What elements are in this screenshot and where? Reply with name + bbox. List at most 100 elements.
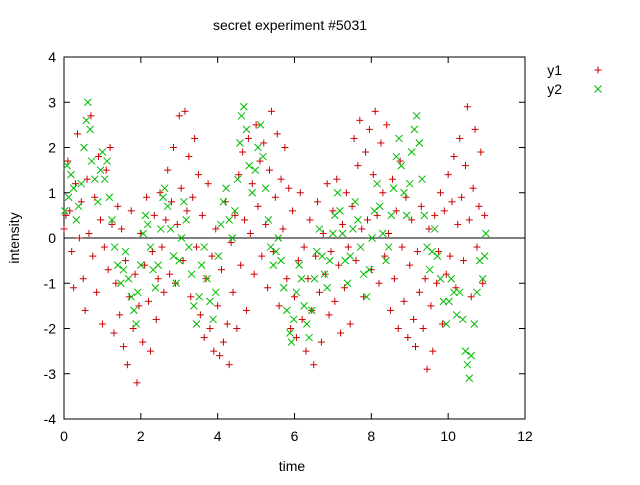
data-point-y1 xyxy=(106,144,114,151)
data-point-y1 xyxy=(354,162,362,170)
data-point-y1 xyxy=(241,216,249,224)
data-point-y1 xyxy=(123,361,131,369)
data-point-y2 xyxy=(211,288,220,297)
y-tick-label: 4 xyxy=(48,49,56,65)
data-point-y1 xyxy=(239,148,247,156)
data-point-y2 xyxy=(261,184,270,193)
data-point-y2 xyxy=(266,243,275,251)
data-point-y2 xyxy=(67,170,75,179)
data-point-y1 xyxy=(381,252,389,260)
data-point-y1 xyxy=(143,193,151,201)
data-point-y1 xyxy=(237,261,245,269)
data-point-y2 xyxy=(225,216,234,224)
data-point-y2 xyxy=(189,302,198,310)
data-point-y1 xyxy=(121,257,129,265)
data-point-y2 xyxy=(154,261,162,270)
data-point-y1 xyxy=(440,207,448,215)
data-point-y2 xyxy=(382,256,390,265)
data-point-y2 xyxy=(69,184,78,193)
data-point-y2 xyxy=(82,116,91,125)
data-point-y1 xyxy=(91,193,99,201)
data-point-y1 xyxy=(131,270,139,278)
data-point-y2 xyxy=(100,175,109,184)
data-point-y1 xyxy=(98,320,106,328)
data-point-y1 xyxy=(133,379,141,387)
data-point-y1 xyxy=(110,329,118,337)
data-point-y1 xyxy=(350,134,358,142)
data-point-y1 xyxy=(298,315,306,323)
data-point-y2 xyxy=(228,234,237,242)
data-point-y2 xyxy=(269,261,278,270)
data-point-y1 xyxy=(233,325,241,332)
data-point-y2 xyxy=(302,320,311,328)
data-point-y1 xyxy=(314,198,322,206)
data-point-y2 xyxy=(251,166,260,174)
chart-title: secret experiment #5031 xyxy=(213,17,367,33)
data-point-y1 xyxy=(431,211,439,219)
y-tick-label: -4 xyxy=(44,411,57,427)
data-point-y1 xyxy=(95,153,103,161)
data-point-y1 xyxy=(173,220,181,228)
data-point-y1 xyxy=(102,166,110,174)
data-point-y2 xyxy=(428,247,436,256)
data-point-y2 xyxy=(287,338,296,346)
data-point-y1 xyxy=(264,284,272,292)
data-point-y2 xyxy=(124,274,133,283)
data-point-y2 xyxy=(86,125,94,134)
data-point-y1 xyxy=(183,207,191,215)
data-point-y2 xyxy=(216,220,225,229)
data-point-y2 xyxy=(384,243,393,251)
data-point-y1 xyxy=(444,171,452,179)
y-axis-label: intensity xyxy=(6,212,22,263)
data-point-y2 xyxy=(430,225,439,233)
data-point-y1 xyxy=(344,243,352,251)
data-point-y1 xyxy=(419,325,427,332)
data-point-y1 xyxy=(164,166,172,174)
data-point-y2 xyxy=(436,274,445,283)
data-point-y2 xyxy=(248,188,257,197)
data-point-y2 xyxy=(119,265,128,274)
data-point-y2 xyxy=(323,283,332,292)
data-point-y1 xyxy=(273,130,281,138)
data-point-y1 xyxy=(189,193,197,201)
data-point-y2 xyxy=(447,274,456,283)
data-point-y2 xyxy=(133,288,142,297)
data-point-y2 xyxy=(93,197,102,206)
data-point-y1 xyxy=(331,297,339,305)
data-point-y1 xyxy=(79,275,87,283)
data-point-y1 xyxy=(187,293,195,301)
data-point-y2 xyxy=(264,216,273,224)
data-point-y2 xyxy=(159,193,167,202)
data-point-y2 xyxy=(325,256,334,265)
data-point-y1 xyxy=(185,153,193,161)
data-point-y1 xyxy=(275,302,283,310)
data-point-y2 xyxy=(289,315,298,324)
data-point-y1 xyxy=(200,334,208,342)
data-point-y2 xyxy=(200,243,209,251)
data-point-y1 xyxy=(289,207,297,215)
data-point-y2 xyxy=(286,329,294,337)
data-point-y1 xyxy=(116,311,124,319)
data-point-y2 xyxy=(77,179,86,188)
x-tick-label: 8 xyxy=(367,428,375,444)
data-point-y1 xyxy=(256,157,264,165)
data-point-y1 xyxy=(83,175,91,183)
data-point-y1 xyxy=(194,171,202,179)
data-point-y2 xyxy=(387,211,396,220)
y-tick-label: -1 xyxy=(44,275,57,291)
data-point-y1 xyxy=(169,144,177,151)
data-point-y2 xyxy=(473,288,481,297)
data-point-y2 xyxy=(143,220,152,229)
data-point-y1 xyxy=(145,297,153,305)
data-point-y2 xyxy=(63,161,71,170)
data-point-y1 xyxy=(154,275,162,283)
data-point-y1 xyxy=(96,216,104,224)
data-point-y1 xyxy=(162,216,170,224)
x-tick-label: 12 xyxy=(517,428,533,444)
data-point-y1 xyxy=(223,320,231,328)
data-point-y2 xyxy=(222,184,230,193)
